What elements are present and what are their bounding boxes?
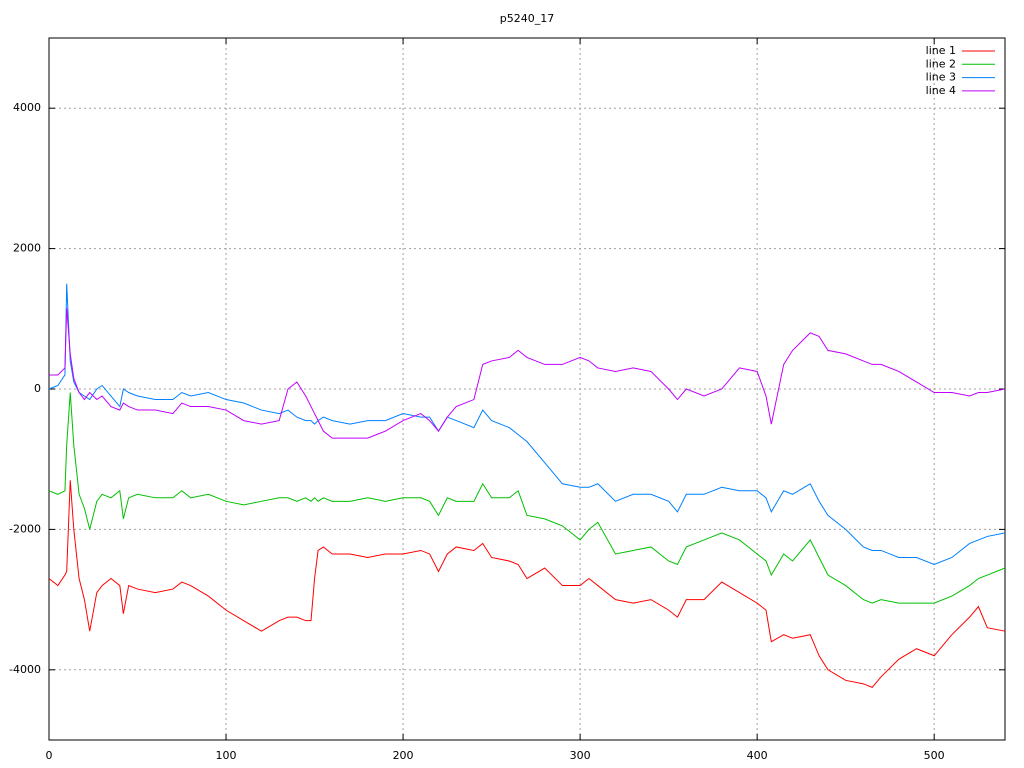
legend-label: line 4 [926,84,956,97]
y-tick-label: 0 [34,382,41,395]
legend-label: line 2 [926,57,956,70]
x-tick-label: 0 [46,749,53,762]
legend-label: line 1 [926,44,956,57]
x-tick-label: 200 [393,749,414,762]
legend-label: line 3 [926,71,956,84]
y-tick-label: -2000 [9,522,41,535]
line [49,308,1006,439]
line [48,392,1006,604]
x-tick-label: 500 [924,749,945,762]
chart-title: p5240_17 [500,12,554,25]
x-tick-label: 300 [570,749,591,762]
y-tick-label: 2000 [13,242,41,255]
x-tick-label: 400 [747,749,768,762]
x-tick-label: 100 [216,749,237,762]
line [48,283,1006,566]
line [48,480,1006,688]
y-tick-label: -4000 [9,663,41,676]
y-tick-label: 4000 [13,101,41,114]
